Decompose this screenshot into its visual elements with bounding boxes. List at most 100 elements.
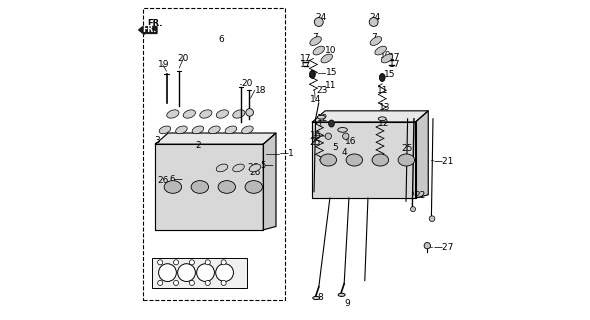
Circle shape [216, 264, 234, 282]
Circle shape [158, 260, 163, 265]
Circle shape [173, 280, 179, 285]
Circle shape [343, 133, 349, 140]
Text: 4: 4 [342, 148, 348, 157]
Circle shape [173, 260, 179, 265]
Ellipse shape [310, 37, 322, 45]
Text: —1: —1 [279, 149, 294, 158]
Text: 24: 24 [316, 13, 327, 22]
Polygon shape [263, 133, 276, 230]
Polygon shape [313, 122, 415, 198]
Text: 8: 8 [317, 293, 323, 302]
Text: 3: 3 [154, 136, 159, 146]
Text: 17: 17 [389, 60, 400, 69]
Circle shape [189, 280, 195, 285]
Text: 10: 10 [324, 46, 336, 55]
Text: —21: —21 [434, 157, 454, 166]
Text: 7: 7 [371, 33, 377, 42]
Text: 19: 19 [158, 60, 169, 69]
Ellipse shape [379, 74, 385, 82]
Text: 5: 5 [332, 143, 338, 152]
Circle shape [246, 108, 254, 116]
Ellipse shape [159, 126, 171, 134]
Ellipse shape [200, 110, 212, 118]
Text: —27: —27 [434, 243, 454, 252]
Text: 12: 12 [317, 114, 328, 123]
Ellipse shape [317, 115, 325, 119]
Circle shape [196, 264, 214, 282]
Ellipse shape [372, 154, 389, 166]
FancyArrow shape [139, 26, 157, 34]
Text: 16: 16 [345, 137, 356, 146]
Text: 25: 25 [310, 138, 321, 147]
Circle shape [221, 280, 226, 285]
Text: 6: 6 [219, 35, 225, 44]
Text: 5—: 5— [260, 161, 274, 170]
Text: 25: 25 [402, 144, 413, 153]
Circle shape [429, 216, 435, 221]
Circle shape [411, 207, 415, 212]
Circle shape [221, 260, 226, 265]
Text: 10: 10 [380, 51, 392, 60]
Ellipse shape [209, 126, 220, 134]
Text: 16: 16 [310, 131, 322, 140]
Text: 11: 11 [325, 81, 337, 90]
Circle shape [159, 264, 176, 282]
Polygon shape [415, 111, 428, 198]
Text: 23: 23 [316, 86, 327, 95]
Circle shape [158, 280, 163, 285]
Ellipse shape [338, 127, 348, 132]
Text: 2: 2 [195, 141, 201, 150]
Text: 9: 9 [345, 299, 350, 308]
Ellipse shape [346, 154, 363, 166]
Circle shape [325, 133, 332, 140]
Text: 12: 12 [378, 119, 389, 128]
Circle shape [205, 280, 210, 285]
Ellipse shape [329, 120, 335, 127]
Text: FR.: FR. [148, 19, 163, 28]
Ellipse shape [164, 180, 182, 193]
Ellipse shape [183, 110, 195, 118]
Ellipse shape [232, 164, 244, 172]
Ellipse shape [313, 296, 320, 300]
Polygon shape [155, 144, 263, 230]
Ellipse shape [232, 110, 245, 118]
Ellipse shape [176, 126, 187, 134]
Ellipse shape [225, 126, 237, 134]
Circle shape [369, 18, 378, 27]
Ellipse shape [370, 37, 382, 45]
Text: 14: 14 [310, 95, 322, 104]
Text: 20: 20 [241, 79, 253, 88]
Text: 24: 24 [369, 13, 381, 22]
Ellipse shape [217, 110, 228, 118]
Ellipse shape [245, 180, 263, 193]
Text: 18: 18 [255, 86, 267, 95]
Text: 26: 26 [157, 176, 168, 185]
Bar [152, 258, 247, 288]
Ellipse shape [242, 126, 253, 134]
Text: 6—: 6— [170, 174, 183, 184]
Circle shape [205, 260, 210, 265]
Ellipse shape [320, 154, 336, 166]
Ellipse shape [378, 117, 386, 121]
Text: 15: 15 [326, 68, 337, 77]
Circle shape [314, 18, 323, 27]
Ellipse shape [375, 46, 386, 55]
Text: 13: 13 [379, 103, 391, 112]
Text: 17: 17 [389, 53, 400, 62]
Ellipse shape [217, 164, 228, 172]
Ellipse shape [381, 54, 393, 63]
Ellipse shape [398, 154, 415, 166]
Ellipse shape [313, 46, 325, 55]
Text: 26: 26 [249, 168, 260, 177]
Ellipse shape [338, 293, 345, 296]
Text: FR.: FR. [142, 25, 156, 34]
Circle shape [178, 264, 195, 282]
Text: 11: 11 [376, 86, 388, 95]
Text: 7: 7 [312, 33, 317, 42]
Ellipse shape [310, 70, 315, 78]
Ellipse shape [218, 180, 235, 193]
Text: 26: 26 [247, 163, 259, 172]
Text: 15: 15 [384, 70, 395, 79]
Polygon shape [313, 111, 428, 122]
Ellipse shape [192, 126, 204, 134]
